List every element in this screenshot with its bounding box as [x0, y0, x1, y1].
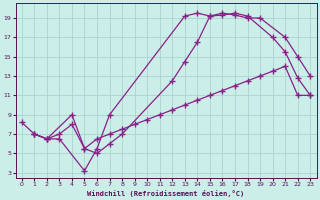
X-axis label: Windchill (Refroidissement éolien,°C): Windchill (Refroidissement éolien,°C) [87, 190, 245, 197]
